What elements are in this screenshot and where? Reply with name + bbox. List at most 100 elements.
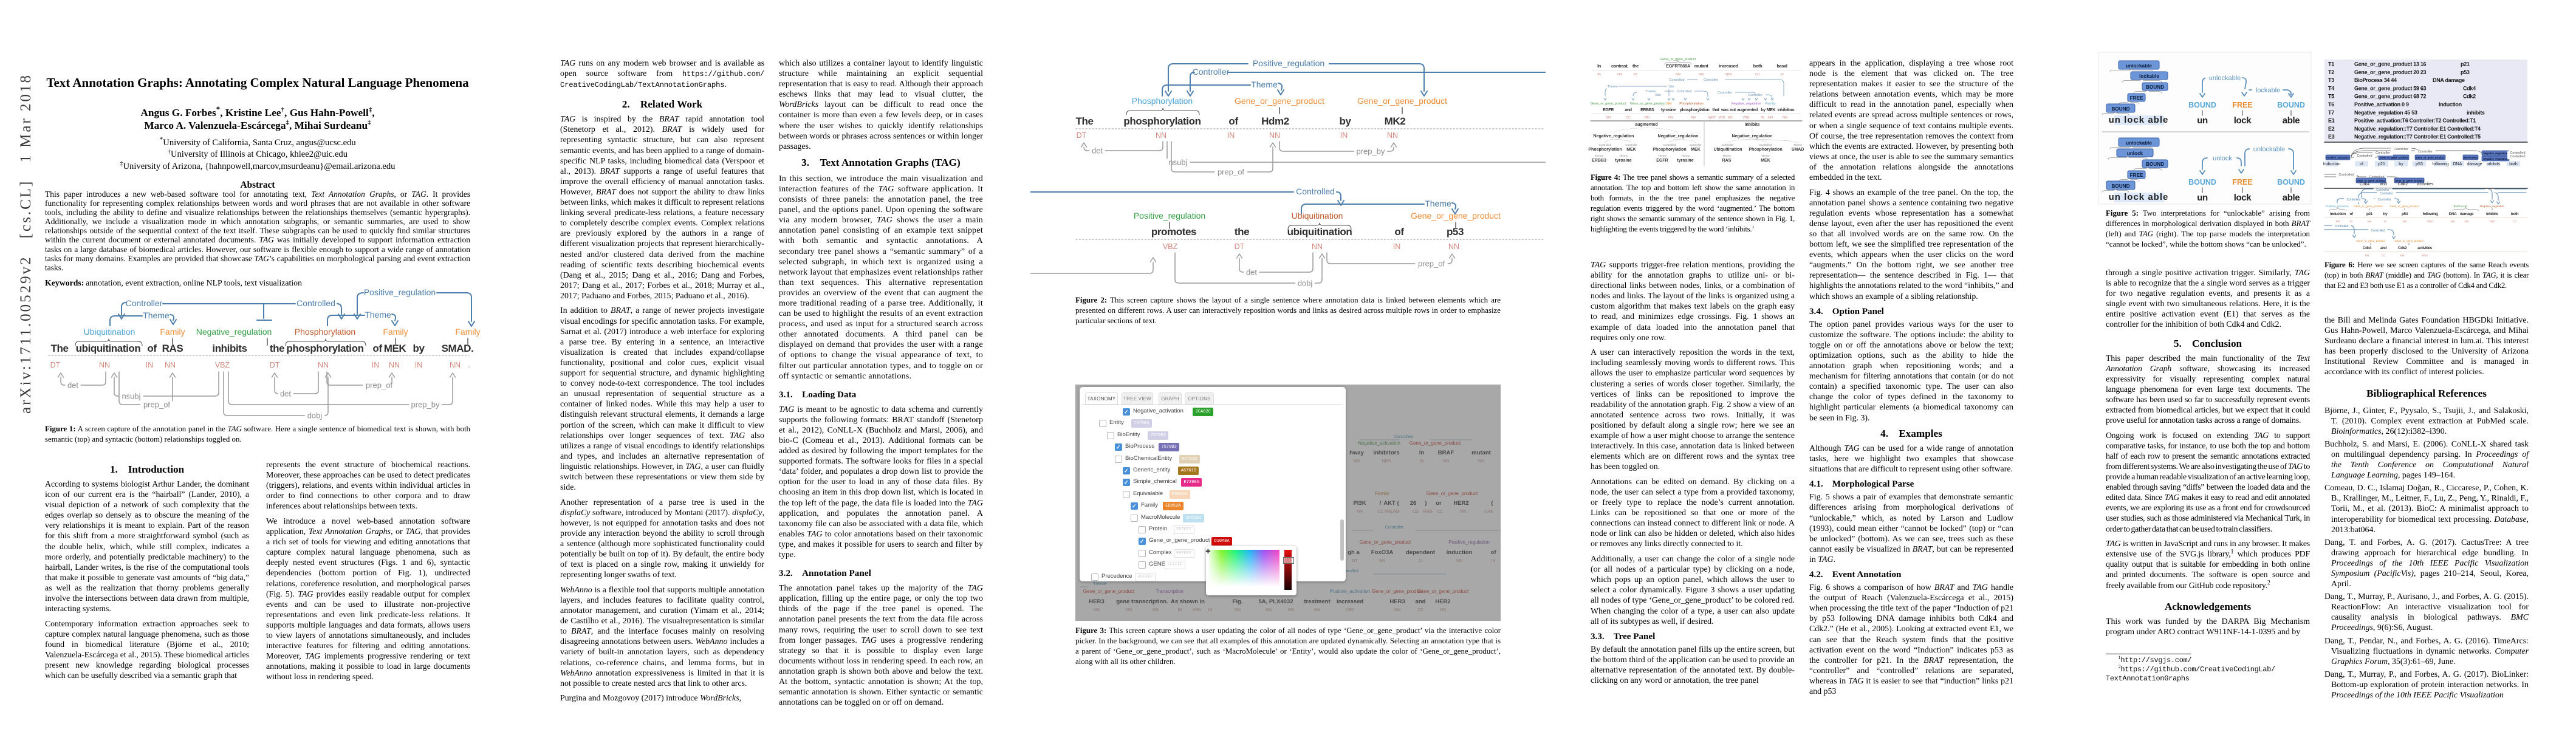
svg-text:induction: induction	[1447, 549, 1473, 556]
svg-text:E1: E1	[2328, 118, 2335, 124]
svg-text:BioProcess: BioProcess	[2464, 156, 2478, 159]
svg-text:Induction: Induction	[2439, 101, 2462, 108]
svg-text:-RRB-: -RRB-	[1422, 510, 1434, 514]
svg-text:DT: DT	[1633, 73, 1638, 77]
svg-text:dobj: dobj	[307, 411, 323, 420]
svg-text:IN: IN	[1492, 559, 1496, 563]
svg-text:NNS: NNS	[2422, 254, 2428, 258]
svg-text:p53: p53	[1447, 226, 1464, 238]
svg-text:AKT (: AKT (	[1383, 500, 1399, 507]
svg-text:NN: NN	[2400, 254, 2405, 258]
svg-text:det: det	[1246, 268, 1257, 277]
svg-text:BioProcess 34 44: BioProcess 34 44	[2354, 77, 2397, 83]
svg-text:Gene_or_gene_product 20 23: Gene_or_gene_product 20 23	[2354, 69, 2427, 75]
svg-text:IN: IN	[2384, 220, 2387, 224]
svg-text:IN: IN	[1393, 242, 1401, 251]
svg-text:CC: CC	[2382, 254, 2386, 258]
svg-text:IN: IN	[1208, 608, 1213, 612]
svg-text:SMAD: SMAD	[1792, 148, 1804, 152]
svg-text:Theme: Theme	[1681, 154, 1690, 157]
svg-text:HER2: HER2	[1453, 500, 1468, 507]
svg-text:the: the	[270, 343, 284, 354]
svg-text:un: un	[2197, 193, 2208, 203]
svg-text:nsubj: nsubj	[122, 392, 140, 401]
svg-text:BioProcess: BioProcess	[2454, 205, 2468, 208]
svg-text:inhibits: inhibits	[2467, 109, 2485, 115]
svg-text:un lock able: un lock able	[2109, 115, 2169, 125]
svg-text:Theme: Theme	[1619, 154, 1628, 157]
svg-text:following: following	[2432, 162, 2448, 166]
svg-text:Controlled: Controlled	[2510, 151, 2525, 155]
svg-text:NN: NN	[1448, 242, 1459, 251]
svg-text:unlockable: unlockable	[2126, 63, 2152, 69]
svg-text:unlockable: unlockable	[2209, 75, 2241, 82]
svg-text:Positive_regulation: Positive_regulation	[364, 287, 436, 297]
svg-text:(: (	[1491, 500, 1493, 507]
svg-text:Gene_or_gene_product: Gene_or_gene_product	[1411, 211, 1501, 221]
svg-text:IN: IN	[146, 361, 154, 369]
svg-text:E3: E3	[2328, 134, 2335, 140]
svg-text:Controller: Controller	[2378, 198, 2391, 202]
svg-text:Controller: Controller	[2394, 148, 2408, 151]
svg-text:DNA: DNA	[2453, 162, 2462, 166]
svg-text:Induction: Induction	[2323, 162, 2341, 166]
svg-text:Theme: Theme	[143, 310, 170, 320]
svg-text:Phosphorylation: Phosphorylation	[295, 327, 355, 337]
svg-text:Gene_or_gene_product: Gene_or_gene_product	[1357, 96, 1447, 106]
svg-text:Controlled: Controlled	[1663, 143, 1676, 146]
svg-text:prep_of: prep_of	[366, 381, 392, 390]
svg-text:phosphorylation: phosphorylation	[286, 343, 363, 354]
svg-text:Transcription: Transcription	[1156, 589, 1184, 594]
svg-text:DT: DT	[1077, 131, 1087, 140]
svg-text:inhibits: inhibits	[2486, 212, 2499, 216]
svg-text:Induction: Induction	[2330, 212, 2346, 216]
svg-text:CC: CC	[1417, 608, 1423, 612]
svg-text:both: both	[2511, 212, 2519, 216]
svg-text:and: and	[1625, 108, 1631, 112]
svg-text:Controlled: Controlled	[1676, 90, 1691, 94]
svg-text:of: of	[2360, 162, 2363, 166]
svg-text:unlockable: unlockable	[2253, 146, 2286, 153]
svg-text:Theme: Theme	[1658, 154, 1667, 157]
svg-text:Positive_activation: Positive_activation	[2326, 156, 2349, 159]
svg-text:NN: NN	[1357, 510, 1363, 514]
svg-text:Theme: Theme	[1425, 199, 1451, 208]
svg-text:HER3: HER3	[1089, 598, 1104, 605]
svg-text:Cdk4: Cdk4	[2463, 85, 2476, 91]
svg-text:inhibits: inhibits	[1745, 123, 1760, 127]
svg-text:NN: NN	[1691, 116, 1696, 120]
svg-text:HER3: HER3	[1389, 598, 1405, 605]
svg-text:Theme: Theme	[1093, 582, 1106, 586]
svg-text:able: able	[2283, 115, 2300, 126]
svg-text:Controller: Controller	[1193, 67, 1230, 77]
svg-text:NN: NN	[2403, 220, 2407, 224]
svg-text:Ubiquitination: Ubiquitination	[84, 327, 135, 337]
svg-text:Controlled: Controlled	[1296, 187, 1335, 196]
svg-text:Negative_regulation 45 53: Negative_regulation 45 53	[2354, 109, 2417, 115]
svg-text:treatment: treatment	[1304, 598, 1331, 605]
svg-text:prep_of: prep_of	[1218, 168, 1244, 177]
svg-text:Positive_regulation: Positive_regulation	[1253, 58, 1324, 68]
svg-text:unlock: unlock	[2127, 151, 2143, 156]
svg-text:MEK: MEK	[1761, 159, 1770, 163]
svg-text:Cdk2: Cdk2	[2398, 246, 2407, 250]
svg-text:Controller: Controller	[2376, 188, 2389, 192]
svg-text:Positive_activation:T6 Control: Positive_activation:T6 Controller:T2 Con…	[2354, 118, 2476, 124]
svg-text:EGFR: EGFR	[1603, 108, 1614, 112]
svg-text:damage: damage	[2460, 212, 2474, 216]
svg-text:NN: NN	[1156, 131, 1166, 140]
svg-text:p53: p53	[2461, 69, 2470, 75]
svg-text:NN: NN	[1606, 116, 1611, 120]
svg-text:NN: NN	[1394, 608, 1400, 612]
svg-text:FoxO3A: FoxO3A	[1371, 549, 1394, 556]
svg-text:Family: Family	[455, 327, 480, 337]
svg-text:in: in	[1419, 450, 1425, 456]
svg-text:unlock: unlock	[2213, 155, 2232, 162]
svg-text:NN: NN	[2465, 220, 2469, 224]
svg-text:VBD: VBD	[1718, 116, 1725, 120]
svg-text:BOUND: BOUND	[2277, 101, 2305, 109]
svg-text:Gene_or_gene_product: Gene_or_gene_product	[1427, 491, 1478, 496]
svg-text:RAS: RAS	[162, 343, 183, 354]
svg-text:WDT: WDT	[1708, 116, 1716, 120]
svg-text:Phosphorylation: Phosphorylation	[1653, 148, 1686, 152]
